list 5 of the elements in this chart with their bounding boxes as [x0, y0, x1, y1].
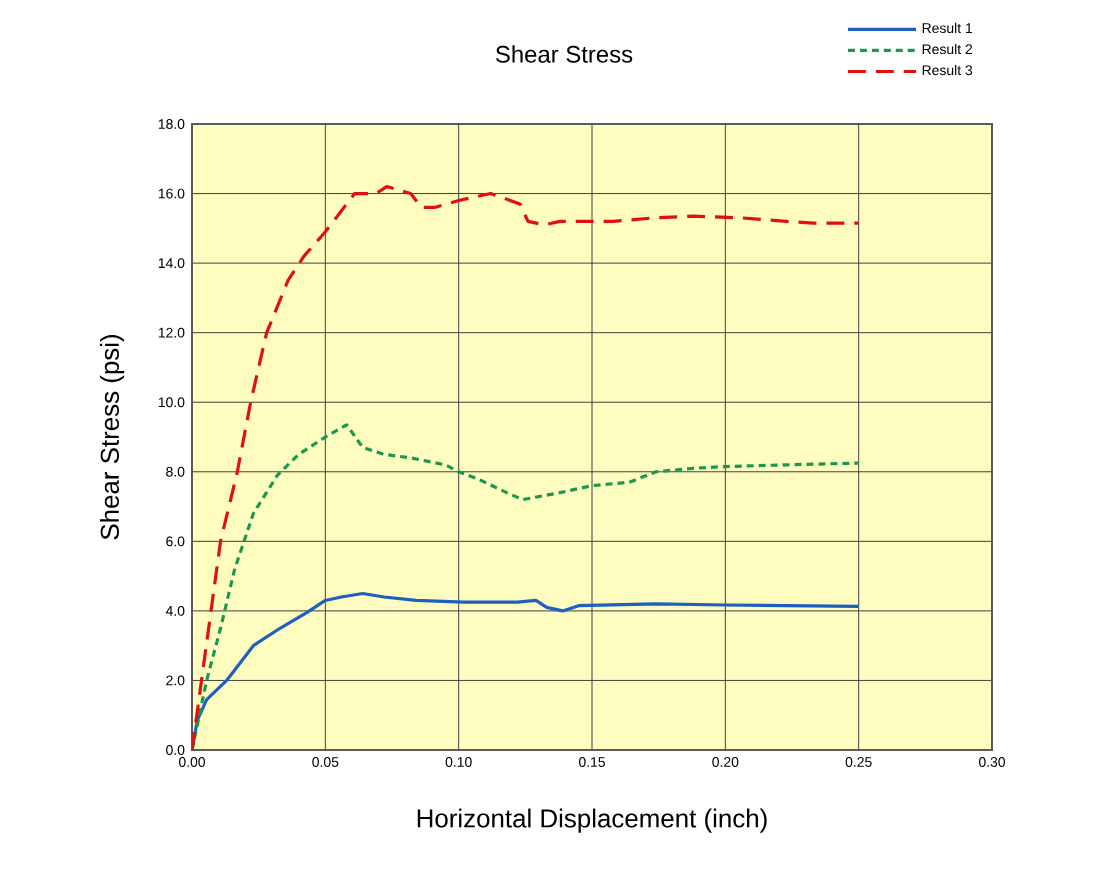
line-series	[192, 184, 861, 750]
x-axis-title: Horizontal Displacement (inch)	[417, 808, 767, 833]
y-axis-title: Shear Stress (psi)	[99, 334, 125, 540]
line-series	[192, 423, 861, 750]
chart-title: Shear Stress	[496, 45, 633, 63]
